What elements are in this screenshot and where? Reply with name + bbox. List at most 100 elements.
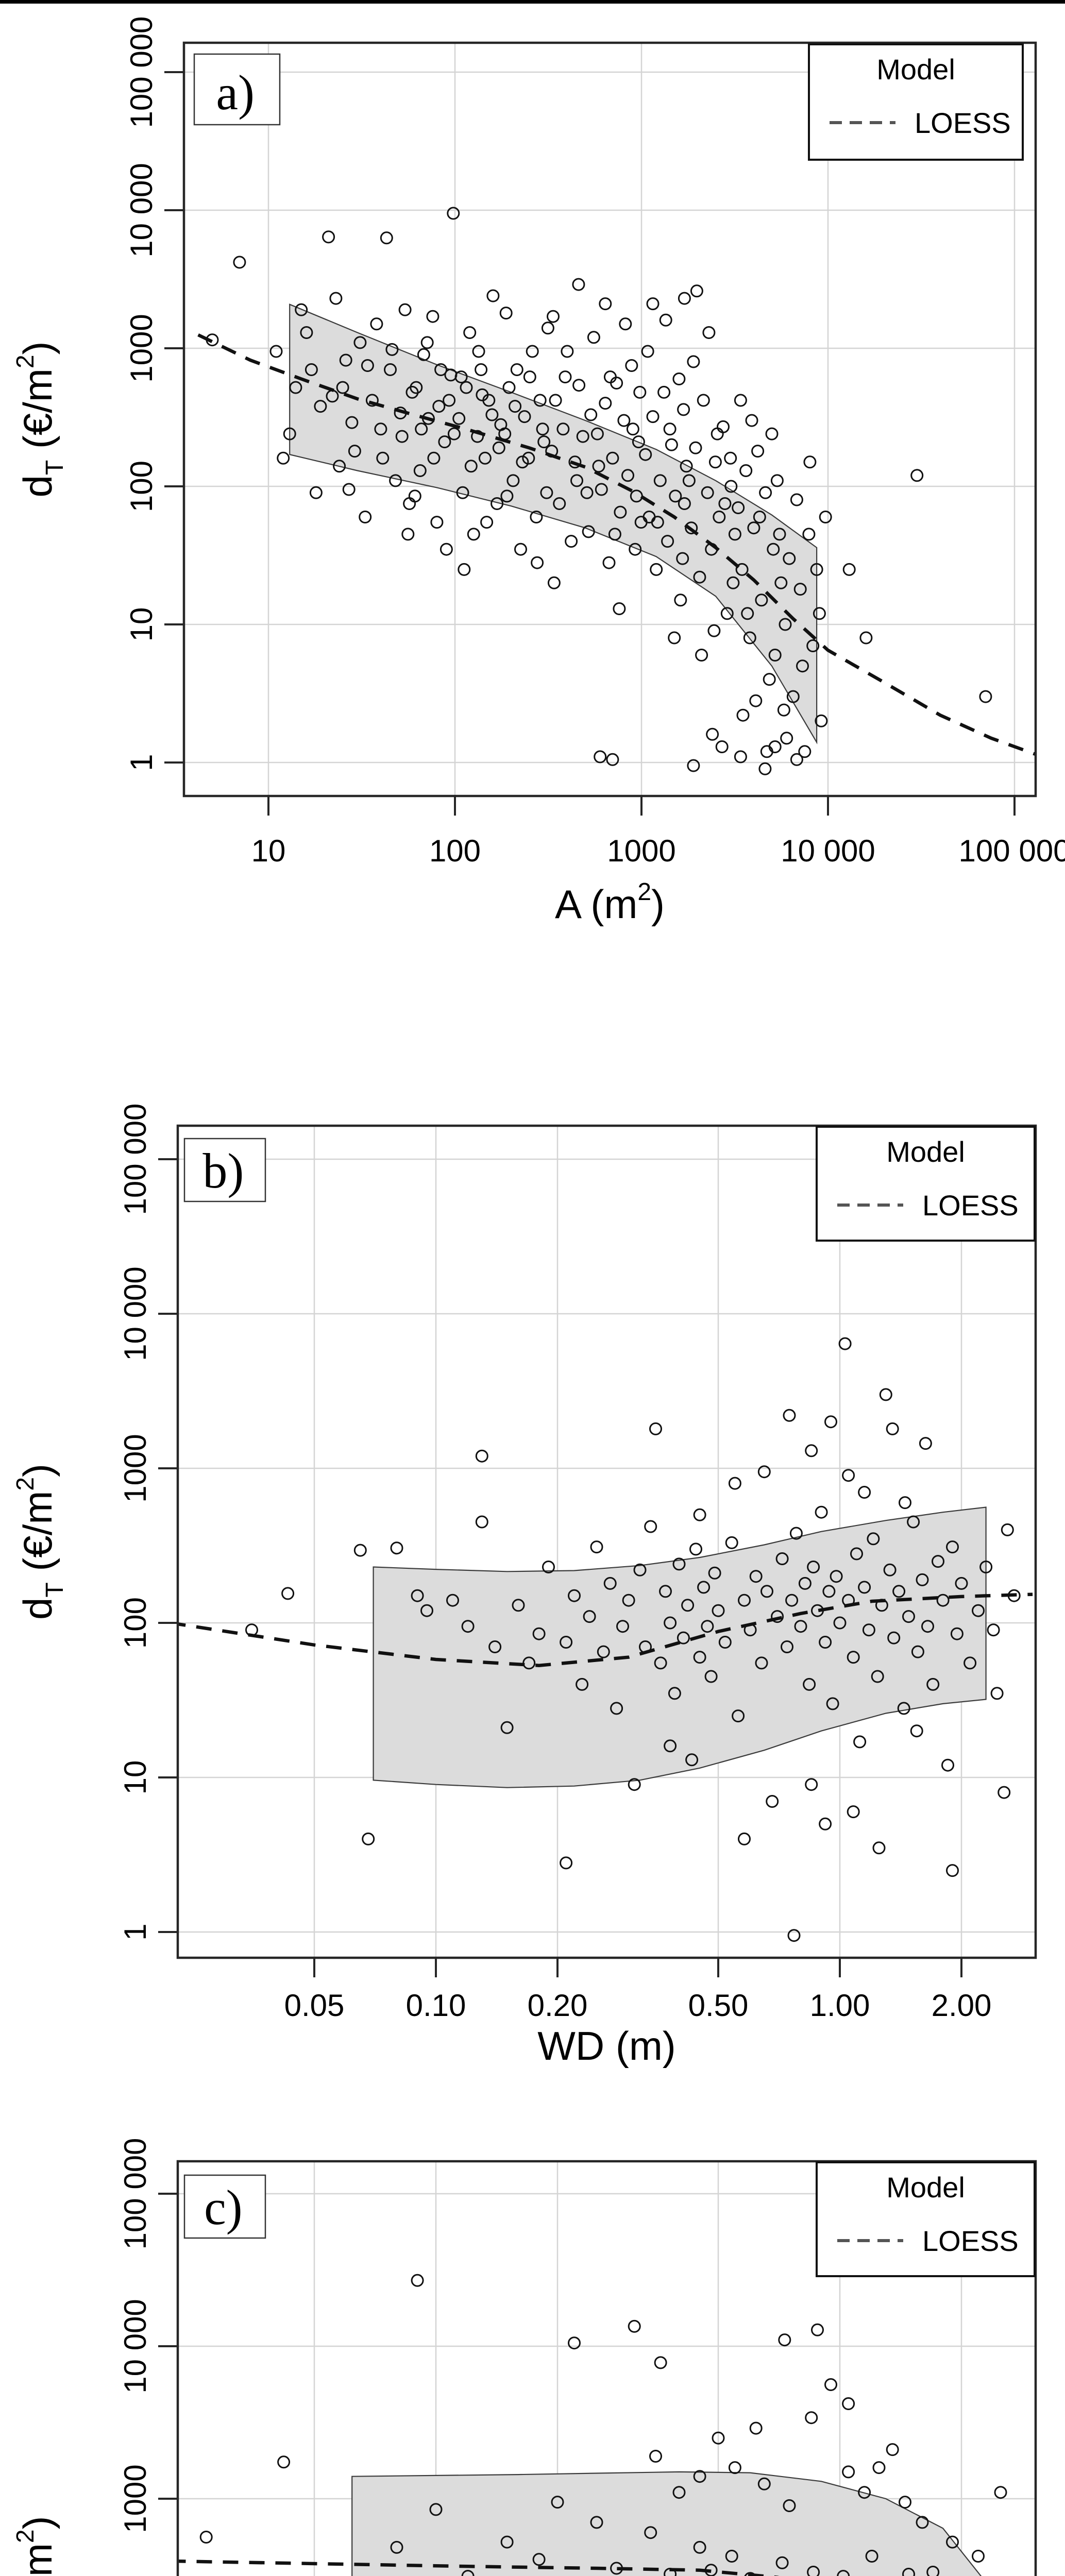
data-point [365,394,379,407]
data-point [545,445,559,458]
data-point [447,427,461,440]
data-point [551,2496,564,2509]
data-point [233,256,246,269]
data-point [936,1594,950,1607]
data-point [621,469,634,482]
data-point [678,292,691,305]
panel-b-root: 0.05 0.10 0.20 0.50 1.00 2.00 1 10 100 1000 10 000… [12,1104,1037,2069]
data-point [353,336,367,349]
data-point [664,1739,677,1753]
data-point [359,511,372,523]
data-point [572,379,586,392]
plot-border [176,1124,1037,1959]
data-point [802,528,816,541]
data-point [775,1552,789,1565]
scatter-points [199,2274,1007,2576]
data-point [693,1508,706,1521]
data-point [644,2526,657,2539]
x-tick-label: 1.00 [810,1988,870,2023]
y-tick-label: 100 000 [118,2138,153,2250]
data-point [755,594,768,607]
scatter-points [245,1337,1021,1942]
data-point [385,343,399,356]
data-point [461,1620,475,1633]
data-point [549,394,562,407]
data-point [950,1627,963,1640]
data-point [781,1640,793,1653]
data-point [780,732,793,745]
data-point [421,412,435,425]
data-point [486,289,500,302]
data-point [540,486,553,499]
data-point [725,1536,738,1549]
legend-title: Model [886,2171,965,2204]
data-point [245,1623,258,1637]
data-point [773,528,786,541]
data-point [595,483,608,496]
panel-letter-box [193,53,281,126]
data-point [568,455,582,469]
data-point [798,745,812,758]
data-point [665,438,678,451]
data-point [432,400,446,413]
data-point [774,576,788,589]
data-point [322,230,335,244]
data-point [417,348,430,361]
x-axis-title: A (m2) [555,878,665,927]
data-point [998,1786,1011,1799]
data-point [979,690,992,703]
data-point [758,762,772,775]
data-point [458,563,471,576]
data-point [858,1486,871,1499]
axis-ticks [164,71,1016,816]
data-point [718,1636,732,1649]
data-point [389,474,402,487]
data-point [561,345,574,358]
panel-b-chart: 0.05 0.10 0.20 0.50 1.00 2.00 1 10 100 1000 10 000… [12,1104,1037,2069]
data-point [744,2572,756,2576]
data-point [281,1587,295,1600]
data-point [910,1724,923,1738]
data-point [672,1557,686,1571]
data-point [695,649,708,662]
x-tick-label: 0.20 [528,1988,588,2023]
data-point [911,1645,924,1658]
data-point [491,497,504,510]
data-point [785,1594,799,1607]
data-point [669,489,682,503]
data-point [530,511,543,523]
data-point [946,1540,959,1554]
data-point [805,1778,818,1791]
y-tick-label: 1000 [118,2464,153,2533]
data-point [654,2356,667,2369]
data-point [536,422,549,436]
data-point [502,381,516,394]
data-point [277,451,290,465]
data-point [541,321,554,335]
data-point [819,1817,832,1831]
data-point [532,2553,546,2566]
y-axis-title: A (m2) [12,2516,60,2576]
data-point [482,394,496,407]
data-point [526,345,539,358]
data-point [295,303,308,316]
data-point [651,516,664,529]
legend-box [816,1126,1036,1242]
data-point [653,474,667,487]
data-point [590,1540,603,1554]
data-point [429,2503,443,2516]
plot-border [176,2160,1037,2576]
data-point [768,740,782,753]
data-point [765,427,779,440]
data-point [674,594,687,607]
data-point [614,505,627,519]
data-point [590,427,604,440]
data-point [590,2516,603,2529]
data-point [619,317,632,331]
data-point [790,493,803,506]
x-tick-label: 100 000 [959,834,1065,868]
data-point [972,1604,985,1617]
data-point [687,759,700,772]
